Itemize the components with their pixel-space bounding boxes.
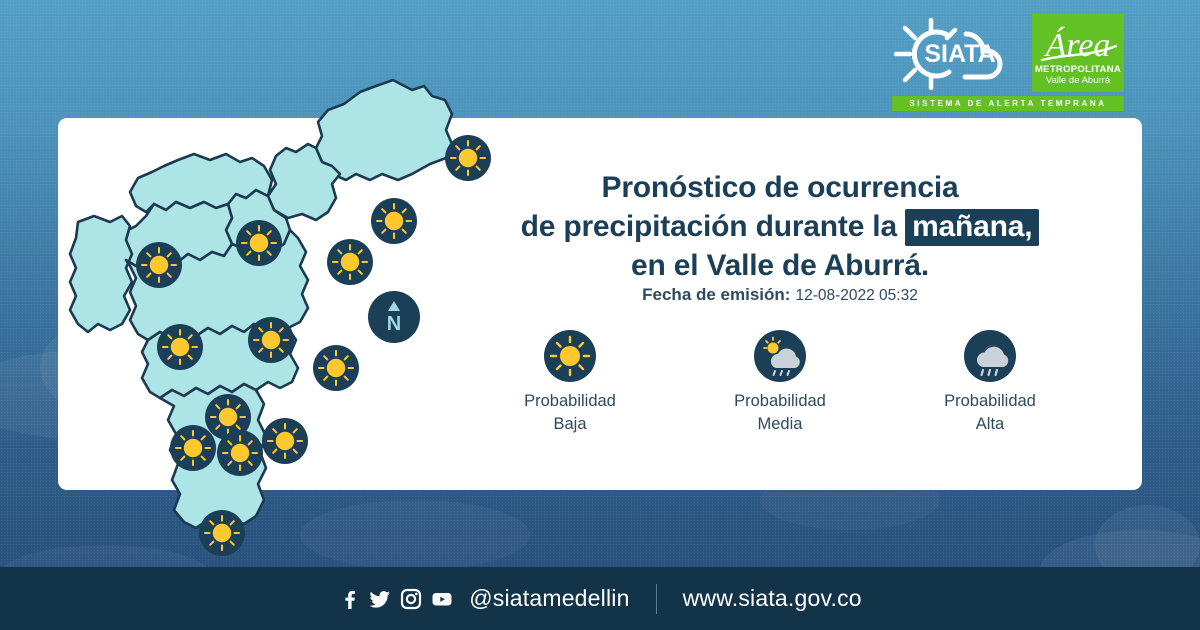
footer-bar: @siatamedellin www.siata.gov.co — [0, 567, 1200, 630]
background-cloud — [300, 500, 530, 570]
legend-label-line1: Probabilidad — [524, 392, 616, 410]
siata-wordmark: SIATA — [924, 40, 995, 68]
instagram-icon[interactable] — [400, 588, 422, 610]
highlight-mañana: mañana, — [905, 209, 1040, 246]
footer-divider — [655, 583, 657, 614]
title-line-1: Pronóstico de ocurrencia — [601, 171, 959, 204]
social-handle[interactable]: @siatamedellin — [469, 585, 630, 611]
legend-label-media: Probabilidad Media — [690, 390, 870, 436]
tagline-bar: SISTEMA DE ALERTA TEMPRANA — [892, 96, 1124, 111]
sun-cloud-rain-icon — [754, 330, 806, 382]
sun-cloud-rain-icon-wrapper — [754, 330, 806, 382]
social-links — [338, 588, 453, 610]
youtube-icon[interactable] — [431, 588, 453, 610]
emission-date: Fecha de emisión: 12-08-2022 05:32 — [470, 285, 1090, 305]
area-metropolitana-line2: Valle de Aburrá — [1045, 75, 1111, 86]
probability-legend: Probabilidad Baja — [480, 330, 1080, 436]
legend-item-media: Probabilidad Media — [690, 330, 870, 436]
legend-label-line1: Probabilidad — [734, 392, 826, 410]
area-script-icon: Área — [1040, 27, 1118, 64]
legend-label-baja: Probabilidad Baja — [480, 390, 660, 436]
title-line-2: de precipitación durante la mañana, — [470, 207, 1090, 246]
legend-label-alta: Probabilidad Alta — [900, 390, 1080, 436]
cloud-rain-icon — [964, 330, 1016, 382]
area-metropolitana-line1: METROPOLITANA — [1034, 64, 1122, 75]
legend-label-line2: Baja — [553, 415, 587, 433]
emission-value: 12-08-2022 05:32 — [795, 287, 918, 304]
legend-item-alta: Probabilidad Alta — [900, 330, 1080, 436]
website-url[interactable]: www.siata.gov.co — [682, 585, 862, 611]
sun-icon-wrapper — [544, 330, 596, 382]
cloud-rain-icon-wrapper — [964, 330, 1016, 382]
sun-icon — [544, 330, 596, 382]
title-line-3: en el Valle de Aburrá. — [631, 249, 929, 282]
map-marker-baja-12 — [199, 510, 245, 556]
page-title: Pronóstico de ocurrencia de precipitació… — [470, 168, 1090, 285]
legend-item-baja: Probabilidad Baja — [480, 330, 660, 436]
twitter-icon[interactable] — [369, 588, 391, 610]
legend-label-line2: Media — [757, 415, 803, 433]
siata-logo: SIATA — [892, 17, 1024, 91]
area-metropolitana-logo: Área METROPOLITANA Valle de Aburrá — [1032, 14, 1124, 92]
title-line-2-text: de precipitación durante la — [520, 210, 906, 243]
legend-label-line2: Alta — [975, 415, 1005, 433]
facebook-icon[interactable] — [338, 588, 360, 610]
sun-cloud-icon: SIATA — [893, 17, 1003, 91]
logo-group: SIATA Área METROPOLITANA Valle de Aburrá… — [892, 14, 1124, 114]
legend-label-line1: Probabilidad — [944, 392, 1036, 410]
sun-icon — [199, 510, 245, 556]
emission-label: Fecha de emisión: — [642, 285, 791, 304]
